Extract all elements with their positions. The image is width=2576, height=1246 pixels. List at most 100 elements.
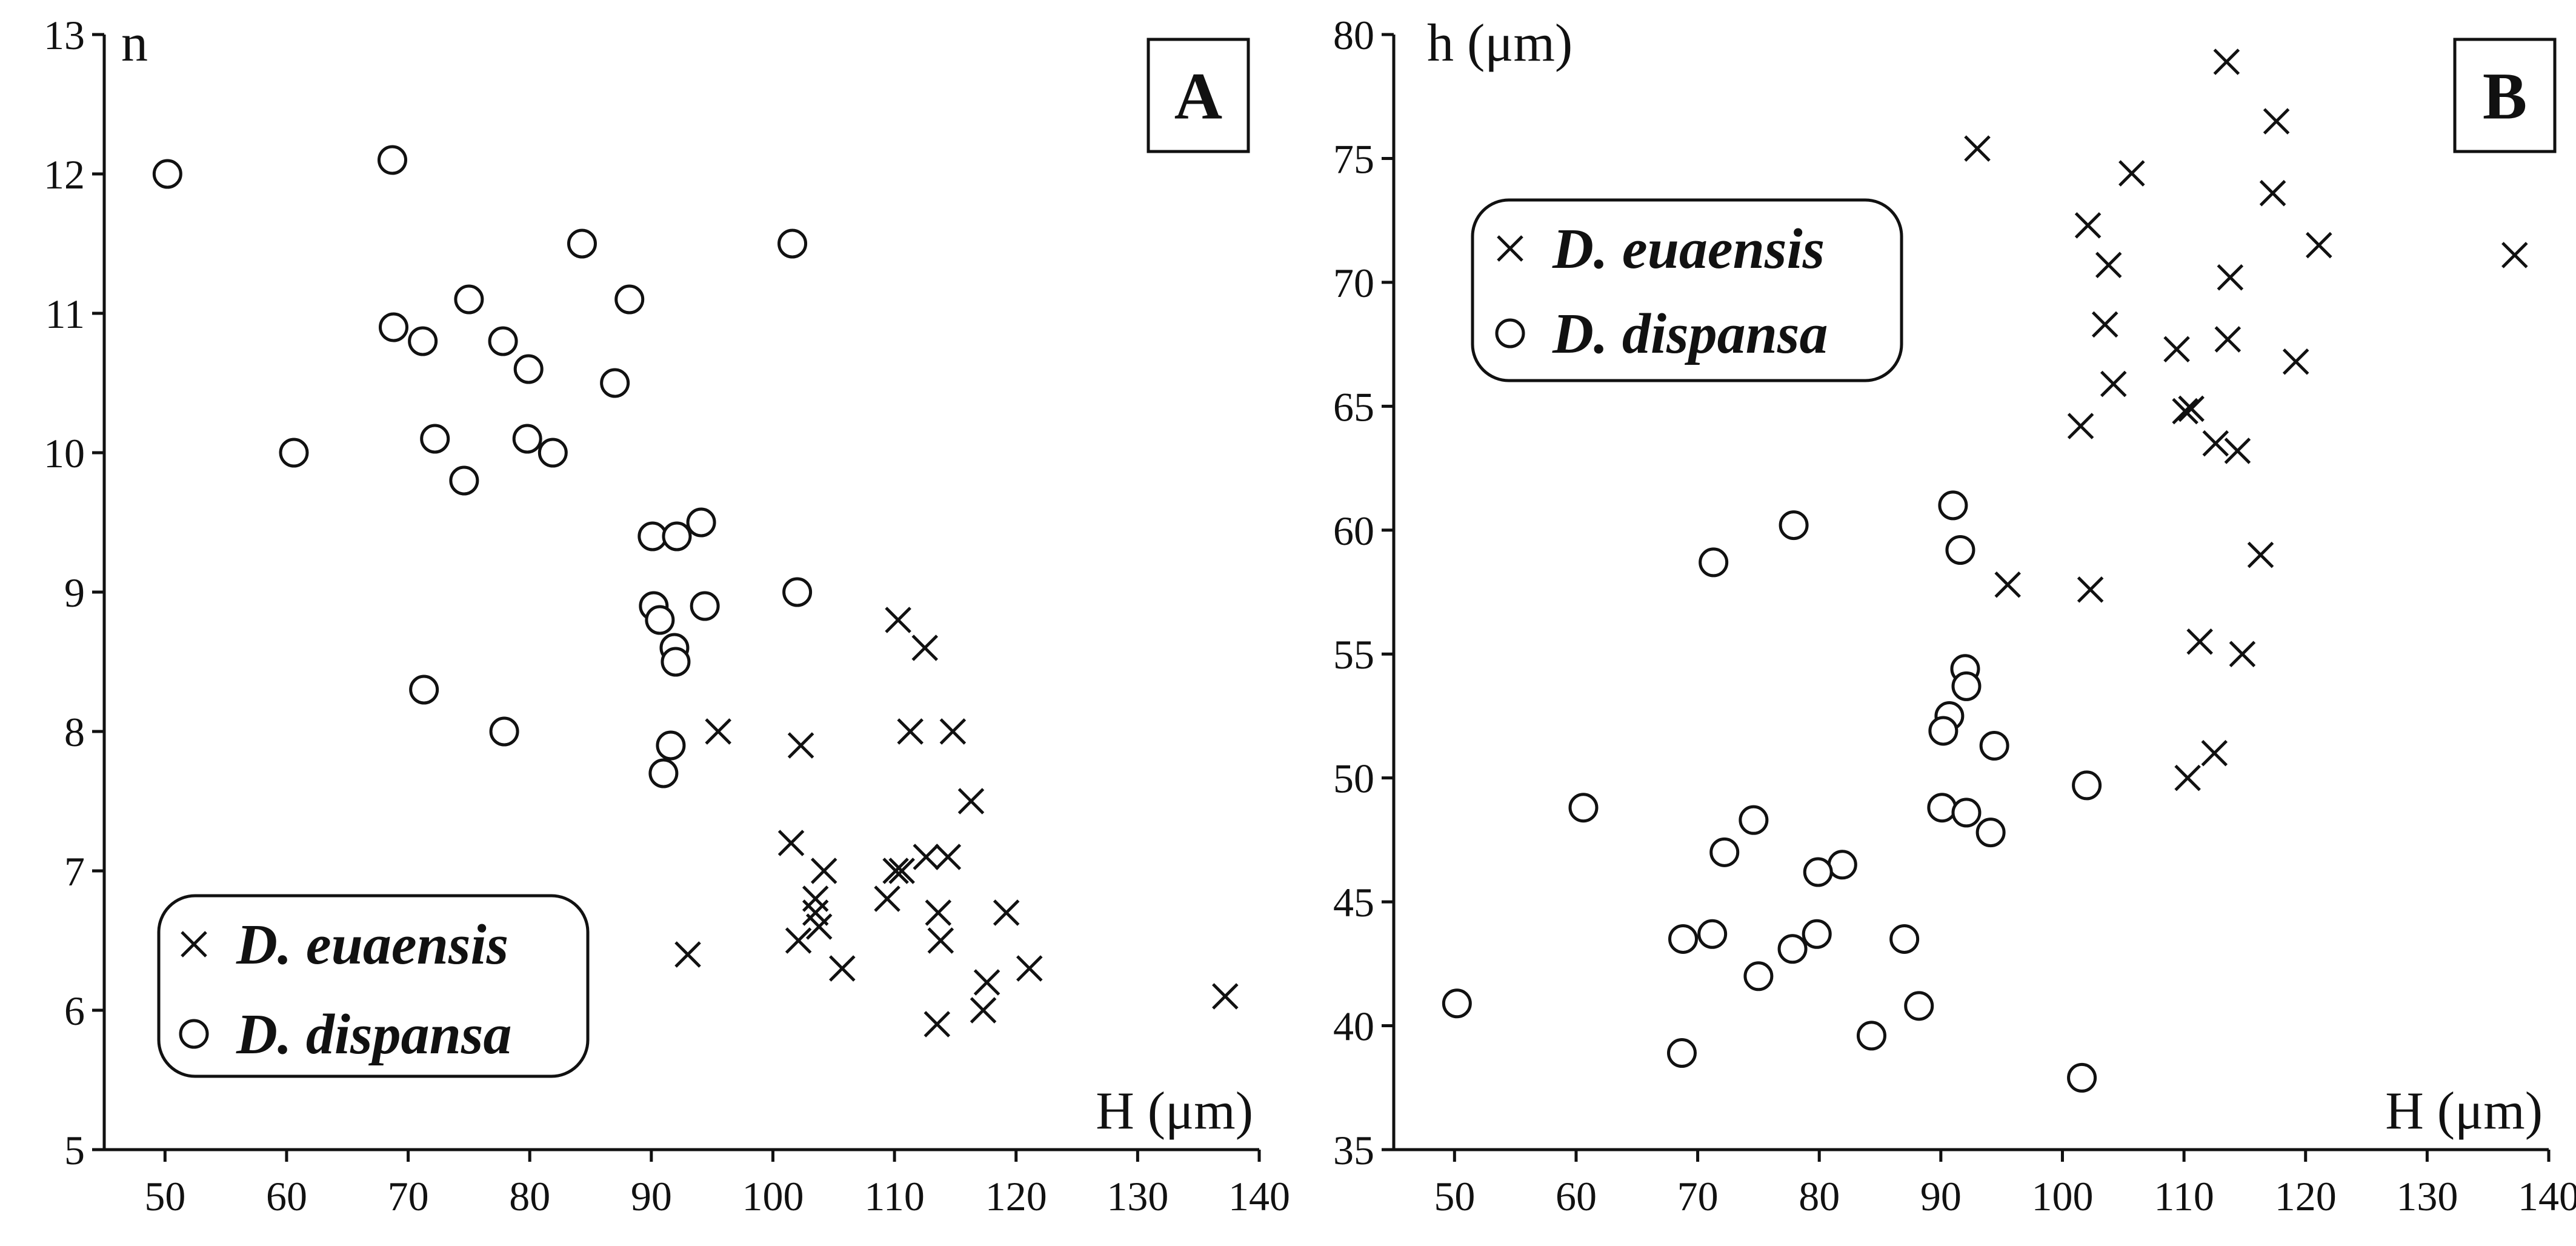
panel-b-point-x (2178, 395, 2205, 422)
panel-b-point-o (1666, 1038, 1697, 1068)
panel-b-legend-marker-x-stroke-2 (1497, 235, 1523, 262)
panel-a-point-x-stroke-2 (674, 941, 701, 968)
panel-a-chart: 5 6 7 8 9 10 11 12 13 50 60 70 80 90 100 110 120 130 140 n H… (44, 12, 1290, 1219)
panel-a-point-o (513, 354, 544, 384)
panel-b-point-o (1928, 716, 1959, 746)
panel-b-point-o (1951, 671, 1982, 701)
panel-a-series-euaensis (674, 607, 1239, 1038)
panel-a-point-x-stroke-2 (925, 899, 952, 926)
panel-a-y-tick-label: 5 (64, 1127, 85, 1173)
panel-a-point-o (279, 438, 309, 468)
panel-b-point-x-stroke-2 (2077, 576, 2104, 603)
panel-a-point-x (674, 941, 701, 968)
panel-b-point-x-stroke-2 (2213, 48, 2240, 75)
panel-b-point-x (2247, 541, 2274, 568)
panel-b-point-x-stroke-2 (1994, 571, 2021, 598)
panel-a-point-o (379, 312, 409, 342)
panel-a-series-dispansa (152, 145, 813, 788)
panel-a-point-x (934, 844, 962, 870)
panel-b-point-x-stroke-2 (2095, 252, 2122, 279)
panel-a-point-x (810, 858, 837, 884)
panel-a-x-tick-label: 110 (864, 1173, 924, 1219)
panel-b-point-o (1856, 1021, 1886, 1051)
panel-b-point-x (2172, 398, 2198, 425)
panel-b-y-tick-label: 70 (1333, 260, 1374, 306)
panel-b-point-o (1442, 988, 1472, 1019)
panel-b-point-x-stroke-2 (2201, 740, 2228, 767)
panel-b-point-x (2067, 413, 2094, 439)
panel-b-y-tick-label: 60 (1333, 508, 1374, 554)
panel-a-point-o (686, 507, 716, 538)
panel-b-x-tick-label: 80 (1799, 1173, 1840, 1219)
panel-a-point-x (874, 885, 900, 912)
panel-b-y-tick-label: 75 (1333, 136, 1374, 182)
panel-a-point-x-stroke-2 (787, 732, 814, 759)
panel-a-x-tick-label: 90 (631, 1173, 672, 1219)
panel-b-x-tick-label: 50 (1434, 1173, 1475, 1219)
panel-b-point-o (2067, 1062, 2097, 1093)
panel-b-point-x-stroke-2 (2214, 326, 2242, 353)
panel-b-point-x (2091, 311, 2118, 338)
panel-a-point-x-stroke-2 (888, 858, 915, 884)
panel-b-x-tick-label: 120 (2275, 1173, 2337, 1219)
panel-b-x-tick-label: 110 (2154, 1173, 2214, 1219)
panel-a-point-x-stroke-2 (882, 858, 909, 884)
panel-a-x-tick-label: 70 (388, 1173, 429, 1219)
panel-b-point-x-stroke-2 (2263, 108, 2290, 135)
panel-b-point-x (2501, 242, 2528, 268)
panel-a-point-x (1016, 955, 1043, 982)
panel-a-point-o (777, 228, 808, 259)
panel-a-point-x-stroke-2 (802, 885, 829, 912)
panel-b-point-x (2259, 179, 2286, 207)
panel-b-point-x-stroke-2 (1964, 135, 1991, 162)
panel-b-point-x (2224, 438, 2251, 464)
panel-a-point-o (567, 228, 597, 259)
panel-a-point-x (927, 927, 954, 954)
panel-b-point-x-stroke-2 (2217, 264, 2244, 291)
panel-b-point-o (1889, 924, 1920, 954)
panel-a-point-o (488, 326, 518, 356)
panel-a-x-tick-label: 130 (1107, 1173, 1168, 1219)
panel-a-y-tick-label: 8 (64, 709, 85, 755)
panel-b-point-x-stroke-2 (2306, 232, 2332, 259)
panel-b-point-x-stroke-2 (2178, 395, 2205, 422)
panel-b-y-tick-label: 40 (1333, 1004, 1374, 1050)
panel-a-point-x (970, 997, 997, 1024)
panel-b-label: B (2483, 59, 2527, 133)
panel-a-point-x (913, 844, 940, 870)
panel-a-point-x (705, 718, 731, 745)
panel-a-x-tick-label: 120 (985, 1173, 1047, 1219)
panel-a-point-x-stroke-2 (810, 858, 837, 884)
panel-a-point-o (600, 368, 630, 398)
panel-b-point-x-stroke-2 (2118, 160, 2145, 187)
panel-a-x-tick-label: 100 (742, 1173, 804, 1219)
panel-a-point-x-stroke-2 (1212, 983, 1239, 1010)
panel-b-point-o (1699, 547, 1729, 578)
panel-b-point-x-stroke-2 (2172, 398, 2198, 425)
panel-b-legend-box (1471, 198, 1903, 382)
panel-b-point-x-stroke-2 (2202, 430, 2229, 457)
panel-a-point-o (449, 465, 479, 496)
panel-a-y-tick-label: 10 (44, 430, 85, 476)
panel-b-point-o (1668, 924, 1699, 954)
panel-b-point-x-stroke-2 (2282, 348, 2309, 375)
panel-b-point-x (2213, 48, 2240, 75)
panel-a-point-o (690, 591, 720, 621)
panel-a-point-x (911, 635, 939, 661)
panel-a-point-x (925, 899, 952, 926)
panel-a-legend: D. euaensis D. dispansa (157, 894, 590, 1078)
panel-a-x-tick-label: 80 (509, 1173, 550, 1219)
panel-a-point-x-stroke-2 (785, 927, 812, 954)
panel-b-x-tick-label: 100 (2031, 1173, 2093, 1219)
panel-b-point-x (2163, 336, 2190, 363)
panel-a-point-x (777, 830, 805, 856)
panel-b-x-tick-label: 130 (2396, 1173, 2458, 1219)
panel-b-y-tick-label: 45 (1333, 879, 1374, 925)
panel-b-point-o (1777, 934, 1808, 964)
panel-a-point-x-stroke-2 (805, 913, 833, 940)
panel-b-point-o (1802, 919, 1832, 949)
panel-a-point-o (656, 730, 686, 761)
panel-b-point-x-stroke-2 (2067, 413, 2094, 439)
panel-a-point-x (993, 899, 1020, 926)
panel-a-point-o (782, 577, 813, 607)
